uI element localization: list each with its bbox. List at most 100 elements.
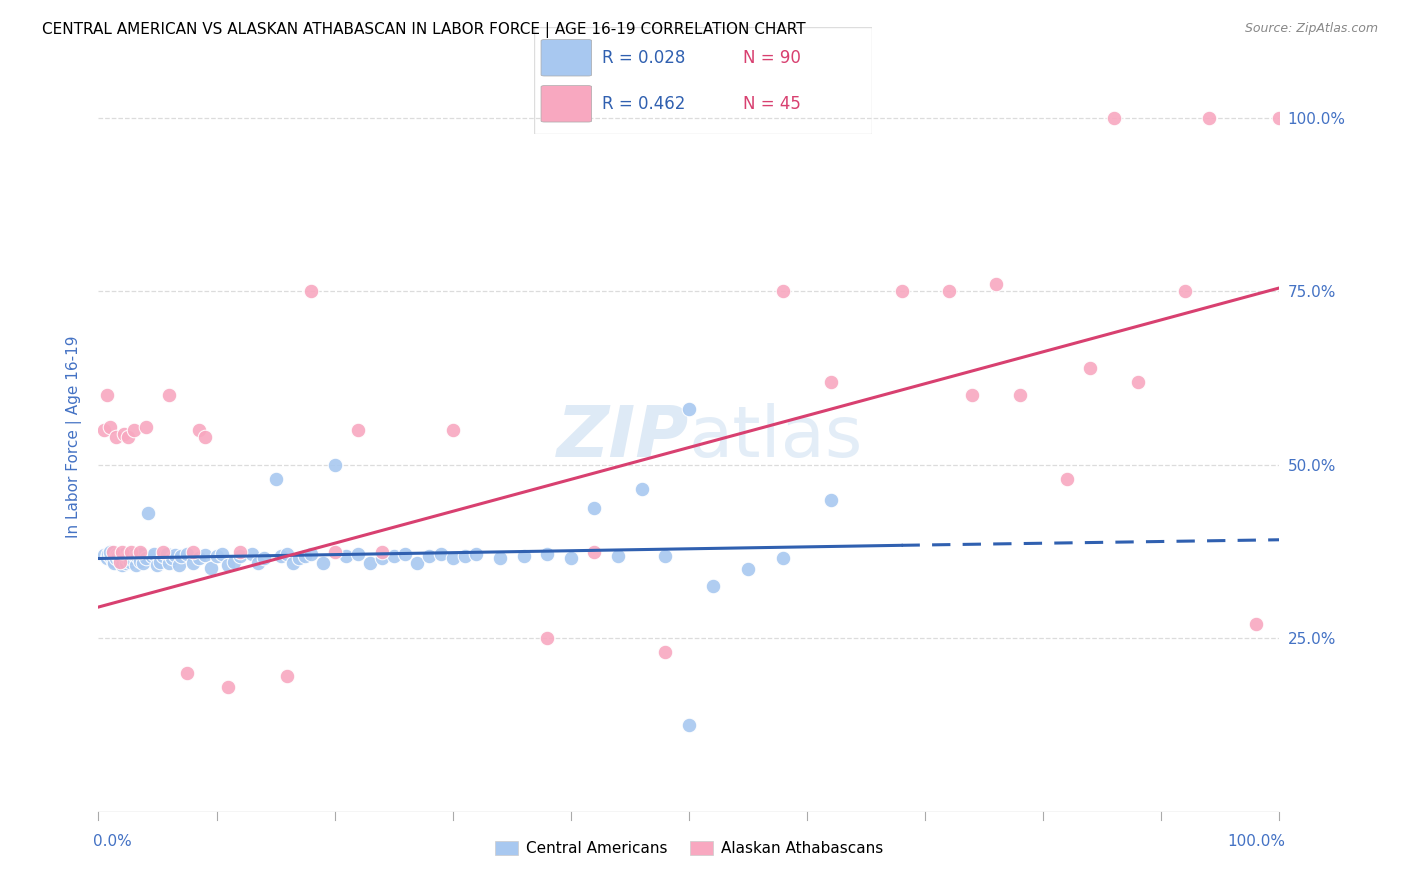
Point <box>323 458 346 472</box>
Point <box>129 547 152 561</box>
Point <box>128 553 150 567</box>
Point <box>146 558 169 573</box>
Point <box>294 549 316 564</box>
Text: R = 0.028: R = 0.028 <box>602 49 685 67</box>
Point <box>312 557 335 571</box>
Point <box>323 544 346 558</box>
Point <box>347 423 370 437</box>
Point <box>97 547 120 561</box>
Point <box>181 544 204 558</box>
Point <box>110 548 132 562</box>
Point <box>536 547 558 561</box>
Point <box>465 547 488 561</box>
Point <box>536 632 558 646</box>
Point <box>359 557 381 571</box>
Point <box>246 557 269 571</box>
Point <box>441 551 464 566</box>
Point <box>103 557 125 571</box>
Point <box>211 547 233 561</box>
Text: ZIP: ZIP <box>557 402 689 472</box>
Point <box>820 492 842 507</box>
Point <box>181 557 204 571</box>
Point <box>288 551 311 566</box>
Point <box>176 547 198 561</box>
Point <box>127 549 149 564</box>
Point <box>1126 375 1149 389</box>
Point <box>136 507 159 521</box>
Point <box>299 547 322 561</box>
Point <box>194 430 217 444</box>
Point <box>115 551 138 566</box>
Point <box>1080 360 1102 375</box>
Point <box>283 557 305 571</box>
Point <box>117 430 139 444</box>
Point <box>654 645 676 659</box>
Point <box>93 423 115 437</box>
Point <box>820 375 842 389</box>
Point <box>347 547 370 561</box>
Point <box>98 549 121 564</box>
Point <box>253 551 276 566</box>
Point <box>737 562 759 576</box>
Point <box>607 549 630 564</box>
Point <box>112 426 135 441</box>
Point <box>418 549 440 564</box>
Point <box>630 482 652 496</box>
Point <box>654 549 676 564</box>
Legend: Central Americans, Alaskan Athabascans: Central Americans, Alaskan Athabascans <box>488 834 890 864</box>
Point <box>371 551 394 566</box>
Point <box>122 423 145 437</box>
Point <box>1198 111 1220 125</box>
Point <box>1102 111 1125 125</box>
Y-axis label: In Labor Force | Age 16-19: In Labor Force | Age 16-19 <box>66 335 82 539</box>
Point <box>1056 472 1078 486</box>
Point <box>101 553 124 567</box>
Point <box>224 555 246 569</box>
Point <box>111 551 134 566</box>
Point <box>187 551 209 566</box>
Point <box>157 388 180 402</box>
Point <box>453 549 475 564</box>
Point <box>1174 285 1197 299</box>
Point <box>122 548 145 562</box>
Point <box>264 472 287 486</box>
Point <box>135 419 157 434</box>
Point <box>702 579 724 593</box>
Point <box>276 669 298 683</box>
Point <box>1244 617 1267 632</box>
Text: N = 45: N = 45 <box>744 95 801 112</box>
Point <box>105 551 128 566</box>
Text: Source: ZipAtlas.com: Source: ZipAtlas.com <box>1244 22 1378 36</box>
Point <box>105 548 128 562</box>
Point <box>560 551 582 566</box>
Point <box>141 549 163 564</box>
Point <box>96 388 118 402</box>
Point <box>121 551 143 566</box>
Point <box>165 548 187 562</box>
Point <box>114 557 136 571</box>
Point <box>128 544 150 558</box>
Point <box>984 277 1007 292</box>
Point <box>107 549 129 564</box>
Point <box>112 547 135 561</box>
Text: 0.0%: 0.0% <box>93 834 131 849</box>
Text: R = 0.462: R = 0.462 <box>602 95 685 112</box>
Point <box>962 388 984 402</box>
Text: N = 90: N = 90 <box>744 49 801 67</box>
Point <box>170 549 193 564</box>
Point <box>441 423 464 437</box>
Point <box>430 547 453 561</box>
Point <box>98 544 121 558</box>
Point <box>772 551 794 566</box>
Point <box>276 547 298 561</box>
Point <box>194 548 217 562</box>
FancyBboxPatch shape <box>541 39 592 76</box>
Point <box>132 557 155 571</box>
Point <box>382 549 405 564</box>
Point <box>112 549 135 564</box>
Point <box>96 551 118 566</box>
Point <box>1008 388 1031 402</box>
Point <box>200 560 222 574</box>
Point <box>489 551 512 566</box>
Point <box>890 285 912 299</box>
